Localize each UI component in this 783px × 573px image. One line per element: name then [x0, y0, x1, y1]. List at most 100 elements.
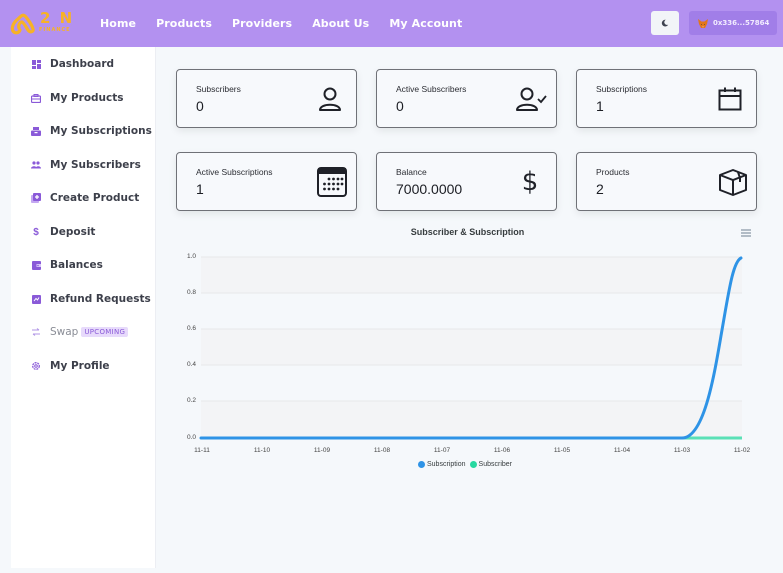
y-tick: 0.6 — [186, 325, 196, 332]
legend-item-subscription[interactable]: Subscription — [418, 461, 466, 468]
legend-label: Subscriber — [478, 461, 512, 468]
y-tick: 0.4 — [186, 361, 196, 368]
x-tick: 11-05 — [553, 447, 571, 454]
card-value: 0 — [196, 98, 204, 114]
sidebar-item-label: Deposit — [50, 226, 96, 238]
sidebar-item-my-products[interactable]: My Products — [11, 88, 156, 108]
x-tick: 11-03 — [673, 447, 691, 454]
card-title: Subscribers — [196, 84, 241, 94]
sidebar-item-label: My Subscribers — [50, 159, 141, 171]
sidebar-item-my-subscriptions[interactable]: My Subscriptions — [11, 121, 156, 141]
sidebar-item-create-product[interactable]: Create Product — [11, 188, 156, 208]
sidebar-item-dashboard[interactable]: Dashboard — [11, 54, 156, 74]
sidebar-item-label: Swap UPCOMING — [50, 326, 129, 338]
sidebar-item-balances[interactable]: Balances — [11, 255, 156, 275]
card-title: Products — [596, 167, 630, 177]
sidebar-item-label: Dashboard — [50, 58, 115, 70]
sidebar-item-label: Refund Requests — [50, 293, 151, 305]
card-value: 1 — [196, 181, 204, 197]
stat-card-subscribers: Subscribers 0 — [176, 69, 357, 128]
nav-my-account[interactable]: My Account — [389, 17, 463, 30]
y-tick: 1.0 — [186, 253, 196, 260]
stat-card-active-subscriptions: Active Subscriptions 1 — [176, 152, 357, 211]
wallet-address-button[interactable]: 0x336...57864 — [689, 11, 777, 35]
sidebar-item-label: My Profile — [50, 360, 110, 372]
top-navbar: 2 N FINANCE Home Products Providers Abou… — [0, 0, 783, 47]
dollar-icon: $ — [33, 226, 39, 238]
wallet-icon — [31, 260, 41, 270]
nav-home[interactable]: Home — [100, 17, 137, 30]
card-value: 7000.0000 — [396, 181, 463, 197]
logo-text: 2 N — [40, 9, 75, 27]
sidebar-item-my-profile[interactable]: My Profile — [11, 356, 156, 376]
x-tick: 11-04 — [613, 447, 631, 454]
subscription-series — [199, 256, 743, 440]
user-icon — [316, 84, 344, 114]
card-title: Active Subscriptions — [196, 167, 273, 177]
x-tick: 11-09 — [313, 447, 331, 454]
metamask-fox-icon — [698, 18, 708, 28]
dashboard-icon — [31, 59, 41, 69]
stat-card-balance: Balance 7000.0000 $ — [376, 152, 557, 211]
chart-legend: Subscription Subscriber — [418, 461, 516, 468]
sidebar-item-refund-requests[interactable]: Refund Requests — [11, 289, 156, 309]
add-square-icon — [31, 193, 41, 203]
card-title: Subscriptions — [596, 84, 648, 94]
main-nav: Home Products Providers About Us My Acco… — [100, 0, 482, 47]
card-title: Balance — [396, 167, 427, 177]
upcoming-badge: UPCOMING — [81, 327, 129, 337]
swap-icon — [31, 327, 41, 337]
users-icon — [31, 160, 41, 170]
legend-dot-icon — [469, 461, 477, 468]
y-tick: 0.0 — [186, 434, 196, 441]
x-tick: 11-11 — [194, 447, 210, 454]
hamburger-menu-icon[interactable] — [741, 229, 751, 237]
dollar-icon: $ — [521, 167, 539, 197]
sidebar-item-my-subscribers[interactable]: My Subscribers — [11, 155, 156, 175]
card-title: Active Subscribers — [396, 84, 467, 94]
stat-card-active-subscribers: Active Subscribers 0 — [376, 69, 557, 128]
x-tick: 11-06 — [493, 447, 511, 454]
sidebar-item-label: Balances — [50, 259, 103, 271]
refund-icon — [31, 294, 41, 304]
x-tick: 11-08 — [373, 447, 391, 454]
calendar-grid-icon — [317, 167, 347, 197]
briefcase-icon — [31, 93, 41, 103]
user-check-icon — [516, 84, 548, 114]
x-tick: 11-10 — [253, 447, 271, 454]
inbox-icon — [31, 126, 41, 136]
nav-providers[interactable]: Providers — [231, 17, 293, 30]
stat-card-subscriptions: Subscriptions 1 — [576, 69, 757, 128]
stat-card-products: Products 2 — [576, 152, 757, 211]
wallet-address: 0x336...57864 — [713, 19, 770, 27]
sidebar: Dashboard My Products My Subscriptions M… — [11, 47, 156, 568]
y-tick: 0.2 — [186, 397, 196, 404]
calendar-icon — [716, 84, 744, 114]
sidebar-item-label: My Subscriptions — [50, 125, 152, 137]
theme-toggle-button[interactable] — [651, 11, 679, 35]
sidebar-item-label: Create Product — [50, 192, 140, 204]
logo-subtext: FINANCE — [39, 27, 71, 33]
logo[interactable]: 2 N FINANCE — [10, 9, 76, 37]
moon-icon — [661, 19, 669, 27]
x-tick: 11-07 — [433, 447, 451, 454]
sidebar-item-deposit[interactable]: $ Deposit — [11, 222, 156, 242]
card-value: 0 — [396, 98, 404, 114]
sidebar-item-label: My Products — [50, 92, 124, 104]
legend-item-subscriber[interactable]: Subscriber — [469, 461, 512, 468]
box-icon — [718, 167, 748, 197]
y-tick: 0.8 — [186, 289, 196, 296]
gear-icon — [31, 361, 41, 371]
grid-bands — [201, 257, 742, 437]
nav-products[interactable]: Products — [156, 17, 212, 30]
nav-about-us[interactable]: About Us — [312, 17, 370, 30]
legend-label: Subscription — [427, 461, 466, 468]
card-value: 2 — [596, 181, 604, 197]
legend-dot-icon — [418, 461, 425, 468]
sidebar-item-swap[interactable]: Swap UPCOMING — [11, 322, 156, 342]
swap-label: Swap — [50, 326, 79, 338]
chart-title: Subscriber & Subscription — [410, 227, 525, 237]
x-tick: 11-02 — [733, 447, 751, 454]
logo-mark-icon — [10, 13, 35, 35]
